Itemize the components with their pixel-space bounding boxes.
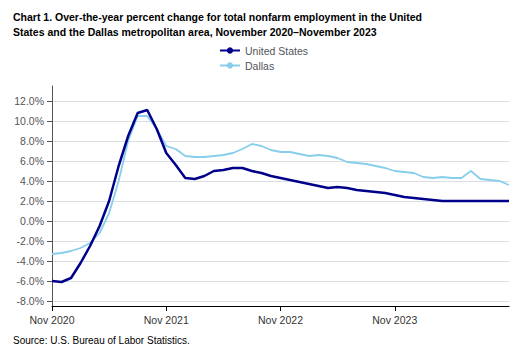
svg-text:Nov 2022: Nov 2022 (258, 314, 303, 326)
svg-text:-4.0%: -4.0% (17, 255, 44, 267)
svg-text:-6.0%: -6.0% (17, 275, 44, 287)
svg-text:Nov 2023: Nov 2023 (372, 314, 417, 326)
svg-text:12.0%: 12.0% (14, 95, 44, 107)
svg-text:Nov 2021: Nov 2021 (144, 314, 189, 326)
svg-text:Nov 2020: Nov 2020 (30, 314, 75, 326)
svg-text:10.0%: 10.0% (14, 115, 44, 127)
svg-text:United States: United States (245, 45, 308, 57)
svg-text:2.0%: 2.0% (20, 195, 44, 207)
svg-text:8.0%: 8.0% (20, 135, 44, 147)
svg-text:Dallas: Dallas (245, 60, 274, 72)
svg-text:Chart 1. Over-the-year percent: Chart 1. Over-the-year percent change fo… (13, 11, 422, 23)
svg-text:6.0%: 6.0% (20, 155, 44, 167)
svg-text:Source: U.S. Bureau of Labor S: Source: U.S. Bureau of Labor Statistics. (13, 335, 190, 346)
svg-text:-2.0%: -2.0% (17, 235, 44, 247)
svg-text:0.0%: 0.0% (20, 215, 44, 227)
svg-text:-8.0%: -8.0% (17, 295, 44, 307)
svg-text:4.0%: 4.0% (20, 175, 44, 187)
svg-text:States and the Dallas metropol: States and the Dallas metropolitan area,… (13, 26, 377, 38)
